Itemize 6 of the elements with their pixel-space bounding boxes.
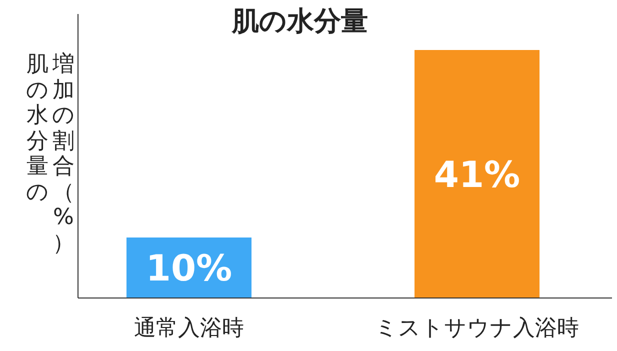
data-label: 41% [434,154,520,196]
chart-title: 肌の水分量 [231,6,368,37]
x-tick-label: 通常入浴時 [134,316,244,341]
text: 肌の水分量の増加の割合（%） [26,52,75,256]
x-tick-label: ミストサウナ入浴時 [375,316,580,341]
data-label: 10% [146,248,232,290]
